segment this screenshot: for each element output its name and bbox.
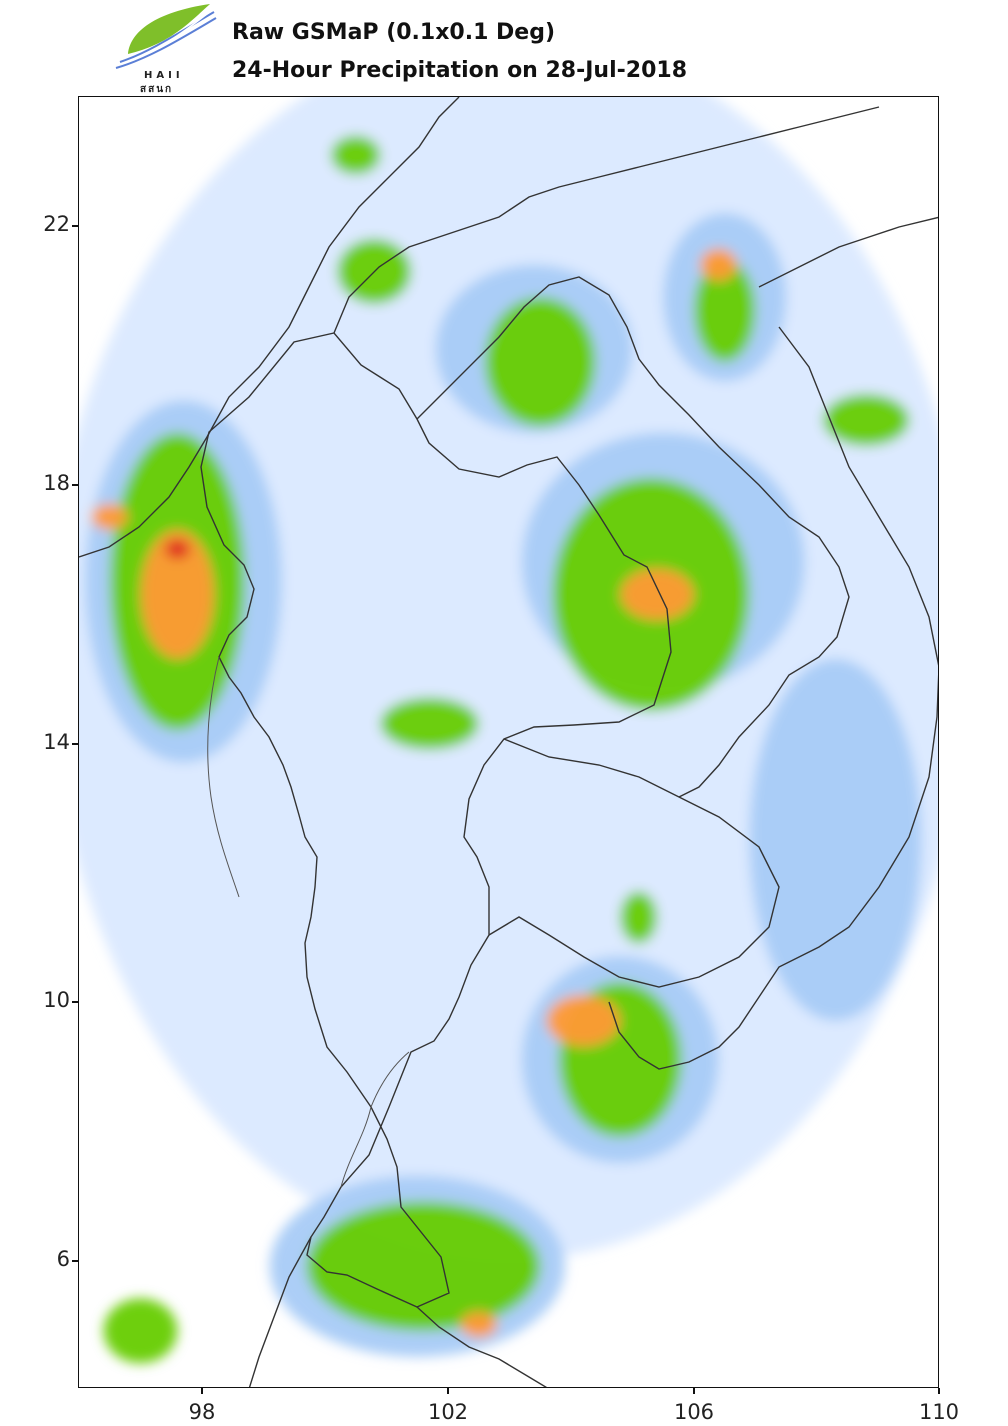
x-tick-mark bbox=[693, 1388, 695, 1394]
rain-region-red bbox=[165, 539, 190, 559]
logo-text-top: HAII bbox=[144, 70, 184, 81]
logo: HAII สสนก bbox=[110, 2, 220, 95]
rain-region-orange bbox=[140, 529, 215, 660]
y-tick-label: 18 bbox=[43, 471, 70, 495]
thailand-border bbox=[200, 332, 672, 1308]
malaysia-border bbox=[248, 1236, 548, 1387]
y-tick-mark bbox=[72, 225, 78, 227]
x-tick-label: 102 bbox=[427, 1400, 469, 1424]
y-tick-label: 14 bbox=[43, 730, 70, 754]
rain-region-green bbox=[306, 1201, 541, 1331]
y-tick-mark bbox=[72, 1260, 78, 1262]
rain-region-green bbox=[484, 297, 596, 427]
rain-region-green bbox=[694, 258, 756, 362]
cambodia-border bbox=[488, 738, 780, 988]
rain-region-green bbox=[823, 394, 910, 446]
precipitation-map bbox=[79, 97, 938, 1387]
myanmar-border bbox=[79, 97, 460, 558]
rain-region-orange bbox=[700, 248, 738, 282]
y-tick-mark bbox=[72, 1001, 78, 1003]
rain-region-green bbox=[331, 135, 381, 175]
rain-region-orange bbox=[91, 503, 129, 530]
x-tick-label: 106 bbox=[673, 1400, 715, 1424]
chart-subtitle: Raw GSMaP (0.1x0.1 Deg) bbox=[232, 20, 556, 45]
map-frame bbox=[78, 96, 939, 1388]
y-tick-label: 22 bbox=[43, 212, 70, 236]
rain-region-green bbox=[103, 1298, 178, 1364]
y-tick-label: 6 bbox=[56, 1247, 70, 1271]
x-tick-label: 110 bbox=[918, 1400, 960, 1424]
y-tick-label: 10 bbox=[43, 988, 70, 1012]
x-tick-label: 98 bbox=[188, 1400, 216, 1424]
rain-region-bg-blue bbox=[79, 97, 938, 1260]
y-tick-mark bbox=[72, 484, 78, 486]
laos-border bbox=[416, 276, 850, 798]
x-tick-mark bbox=[938, 1388, 940, 1394]
chart-title: 24-Hour Precipitation on 28-Jul-2018 bbox=[232, 58, 687, 83]
rain-region-green bbox=[380, 697, 479, 750]
rain-region-light-blue bbox=[749, 659, 922, 1021]
rain-region-orange bbox=[460, 1311, 498, 1338]
coast-outline bbox=[207, 656, 410, 1188]
rain-region-green bbox=[620, 891, 658, 944]
rain-region-orange bbox=[620, 568, 694, 621]
rain-region-orange bbox=[546, 994, 621, 1047]
haii-leaf-logo-icon bbox=[115, 4, 217, 69]
china-border bbox=[333, 106, 880, 334]
logo-text-bottom: สสนก bbox=[140, 84, 174, 95]
x-tick-mark bbox=[447, 1388, 449, 1394]
vietnam-coast bbox=[608, 216, 938, 1070]
x-tick-mark bbox=[201, 1388, 203, 1394]
y-tick-mark bbox=[72, 743, 78, 745]
country-borders bbox=[79, 97, 938, 1387]
